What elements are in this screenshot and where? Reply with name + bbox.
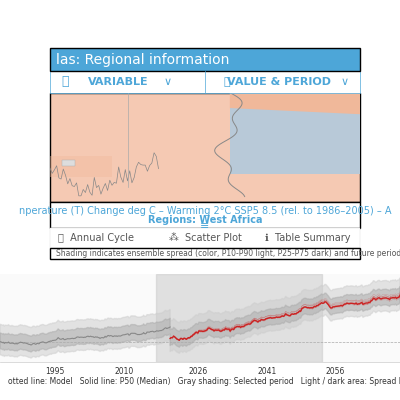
Text: otted line: Model   Solid line: P50 (Median)   Gray shading: Selected period   L: otted line: Model Solid line: P50 (Media…	[8, 376, 400, 386]
Text: ⁂  Scatter Plot: ⁂ Scatter Plot	[168, 233, 242, 243]
Text: 🌡: 🌡	[62, 75, 69, 88]
FancyBboxPatch shape	[50, 228, 360, 248]
FancyBboxPatch shape	[50, 48, 360, 71]
Text: ≡: ≡	[200, 221, 210, 231]
Text: VALUE & PERIOD: VALUE & PERIOD	[227, 77, 331, 87]
FancyBboxPatch shape	[50, 202, 360, 228]
Text: las: Regional information: las: Regional information	[56, 52, 230, 66]
Polygon shape	[230, 93, 360, 174]
Text: ℹ  Table Summary: ℹ Table Summary	[264, 233, 350, 243]
FancyBboxPatch shape	[50, 93, 360, 202]
Text: nperature (T) Change deg C – Warming 2°C SSP5 8.5 (rel. to 1986–2005) – A: nperature (T) Change deg C – Warming 2°C…	[19, 206, 391, 216]
Bar	[156, 274, 322, 362]
FancyBboxPatch shape	[50, 71, 360, 93]
Text: 📈: 📈	[223, 77, 230, 87]
Text: ∨: ∨	[340, 77, 348, 87]
Text: ∨: ∨	[164, 77, 172, 87]
Text: Regions: West Africa: Regions: West Africa	[148, 214, 262, 224]
Text: Shading indicates ensemble spread (color, P10-P90 light, P25-P75 dark) and futur: Shading indicates ensemble spread (color…	[56, 249, 400, 258]
Text: VARIABLE: VARIABLE	[88, 77, 148, 87]
FancyBboxPatch shape	[62, 160, 76, 166]
Text: 📅  Annual Cycle: 📅 Annual Cycle	[58, 233, 134, 243]
Polygon shape	[230, 93, 360, 114]
FancyBboxPatch shape	[50, 248, 360, 259]
Polygon shape	[50, 156, 112, 177]
